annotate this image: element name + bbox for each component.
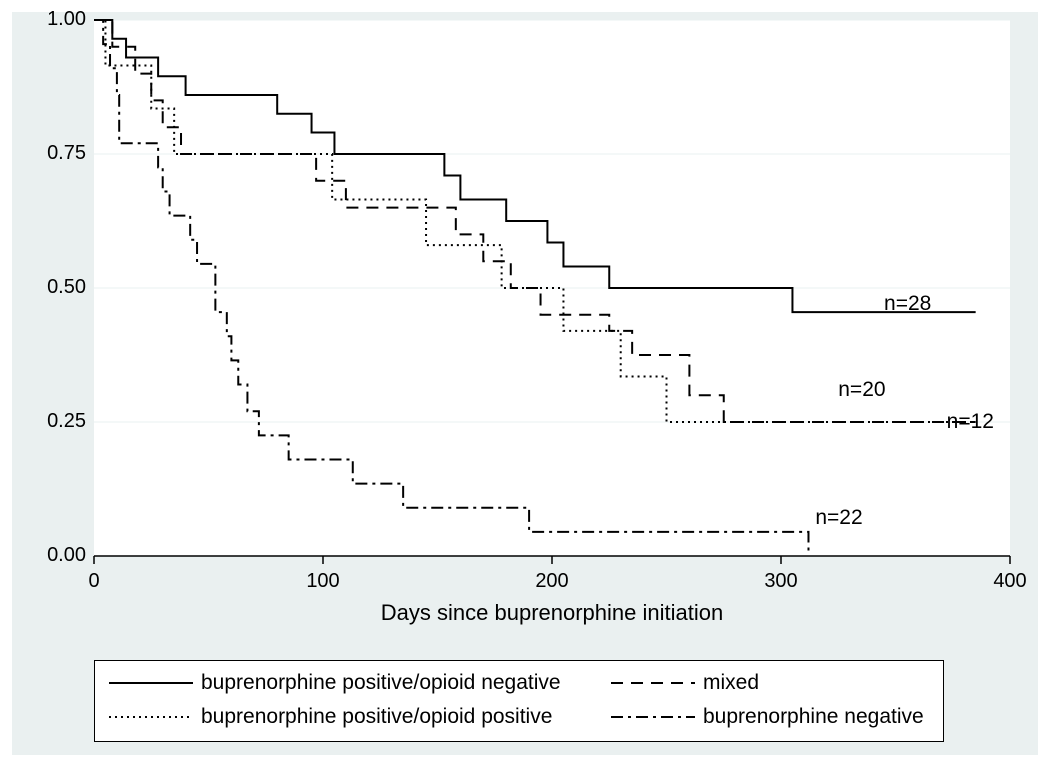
legend-label: mixed [703, 671, 759, 695]
series-n-label: n=12 [934, 410, 994, 434]
x-tick-label: 200 [522, 570, 582, 593]
x-tick-label: 0 [64, 570, 124, 593]
x-tick-label: 100 [293, 570, 353, 593]
series-n-label: n=22 [815, 506, 862, 530]
legend-label: buprenorphine positive/opioid positive [201, 705, 552, 729]
legend-swatch [109, 673, 193, 693]
x-tick-label: 300 [751, 570, 811, 593]
series-line-0 [94, 20, 976, 312]
series-n-label: n=20 [838, 378, 885, 402]
figure-outer: 0.00 0.25 0.50 0.75 1.00 0 100 200 300 400 Days … [0, 0, 1050, 767]
legend-swatch [611, 673, 695, 693]
y-tick-label: 1.00 [36, 8, 86, 31]
x-axis-title: Days since buprenorphine initiation [94, 600, 1010, 626]
y-tick-label: 0.50 [36, 276, 86, 299]
series-n-label: n=28 [884, 292, 931, 316]
legend-label: buprenorphine positive/opioid negative [201, 671, 561, 695]
legend-label: buprenorphine negative [703, 705, 924, 729]
plot-svg [94, 20, 1010, 556]
legend-item: buprenorphine positive/opioid negative [109, 671, 561, 695]
figure-panel: 0.000.250.500.751.00 0100200300400 Days … [12, 12, 1038, 755]
legend-item: buprenorphine negative [611, 705, 924, 729]
legend-item: mixed [611, 671, 759, 695]
plot-area [94, 20, 1010, 556]
legend-item: buprenorphine positive/opioid positive [109, 705, 552, 729]
y-tick-label: 0.00 [36, 544, 86, 567]
y-tick-label: 0.25 [36, 410, 86, 433]
y-tick-label: 0.75 [36, 142, 86, 165]
x-tick-label: 400 [980, 570, 1040, 593]
legend-swatch [109, 707, 193, 727]
legend: buprenorphine positive/opioid negative mi… [94, 660, 944, 742]
legend-swatch [611, 707, 695, 727]
